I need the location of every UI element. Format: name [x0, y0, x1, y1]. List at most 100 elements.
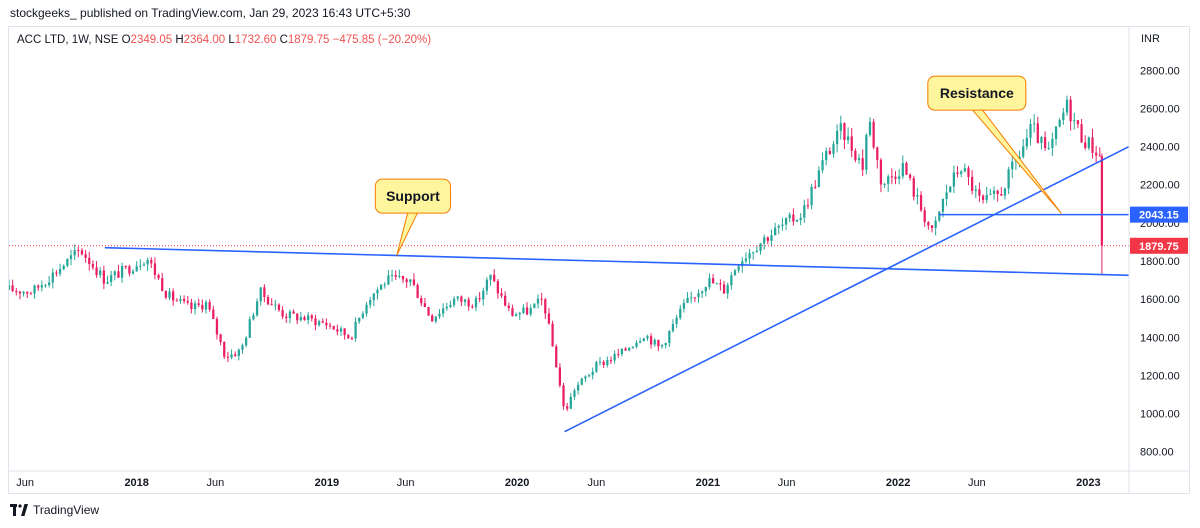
candle-body: [657, 339, 660, 347]
candle-body: [328, 325, 332, 327]
candle-body: [230, 354, 233, 358]
tradingview-logo-icon: [10, 504, 28, 516]
candle-body: [967, 168, 970, 177]
candle-body: [598, 361, 602, 363]
time-tick-label: Jun: [968, 477, 986, 489]
legend-part: ACC LTD, 1W, NSE: [17, 34, 122, 46]
candle-body: [390, 274, 394, 276]
candle-body: [974, 189, 977, 191]
candle-body: [1084, 142, 1087, 149]
candle-body: [1022, 146, 1025, 157]
price-tick-label: 1000.00: [1140, 409, 1180, 421]
candle-body: [876, 147, 879, 160]
price-tick-label: 2600.00: [1140, 103, 1180, 115]
current-price-badge-bg: [1130, 237, 1188, 254]
candle-body: [234, 354, 237, 356]
candle-body: [460, 296, 463, 302]
candle-body: [58, 269, 62, 274]
candle-body: [208, 302, 211, 310]
candle-body: [387, 275, 390, 285]
candle-body: [383, 284, 386, 286]
candle-body: [219, 334, 222, 343]
candle-body: [970, 176, 974, 191]
candle-body: [456, 296, 459, 299]
candle-body: [763, 237, 766, 244]
candle-body: [711, 278, 715, 284]
candle-body: [613, 353, 616, 361]
candle-body: [226, 356, 230, 358]
time-tick-label: Jun: [778, 477, 796, 489]
candle-body: [427, 307, 430, 316]
candle-body: [120, 266, 124, 278]
candle-body: [660, 345, 664, 347]
candle-body: [1036, 123, 1039, 143]
candle-body: [1095, 152, 1098, 156]
candle-body: [179, 299, 182, 301]
candle-body: [11, 285, 14, 292]
candle-body: [960, 171, 963, 174]
candle-body: [55, 272, 58, 274]
candle-body: [547, 313, 551, 324]
candle-body: [566, 406, 569, 409]
candle-body: [339, 328, 343, 332]
callout-box: [374, 178, 452, 214]
candle-body: [591, 371, 594, 376]
candle-body: [1058, 119, 1061, 127]
candle-body: [609, 360, 613, 362]
candle-body: [949, 186, 952, 193]
price-tick-label: 1600.00: [1140, 294, 1180, 306]
candle-body: [212, 309, 215, 319]
time-tick-label: 2021: [696, 477, 720, 489]
candlestick-chart[interactable]: Support Resistance 2800.00 2600.00 2400.00 2…: [9, 27, 1189, 493]
candle-body: [624, 348, 627, 351]
candle-body: [84, 254, 87, 258]
candle-body: [1029, 124, 1032, 138]
candle-body: [679, 308, 682, 318]
callout-pointer: [396, 211, 419, 256]
candle-body: [799, 217, 802, 220]
candle-body: [573, 390, 576, 397]
candle-body: [504, 295, 507, 306]
candle-body: [941, 198, 945, 212]
candle-body: [379, 284, 383, 290]
candle-body: [580, 378, 583, 385]
callout-text: Resistance: [940, 85, 1014, 101]
support-trendline: [104, 246, 1130, 277]
candle-body: [701, 291, 704, 294]
candle-body: [978, 189, 981, 196]
candle-body: [934, 220, 937, 229]
candle-body: [336, 329, 339, 332]
candle-body: [33, 285, 36, 294]
callout-resistance: Resistance: [927, 75, 1062, 214]
candle-body: [442, 308, 445, 314]
candle-body: [992, 190, 996, 194]
legend-part: 1732.60: [235, 34, 280, 46]
candle-body: [241, 345, 244, 350]
time-tick-label: Jun: [587, 477, 605, 489]
candle-body: [409, 279, 412, 283]
candle-body: [536, 298, 540, 304]
legend-part: L: [228, 34, 235, 46]
candle-body: [854, 150, 857, 161]
candle-body: [449, 304, 452, 307]
candle-body: [1087, 137, 1091, 149]
candle-body: [544, 299, 547, 314]
candle-body: [540, 298, 543, 300]
candles-layer: [9, 95, 1104, 412]
candle-body: [77, 250, 80, 252]
candle-body: [839, 123, 842, 131]
candle-body: [642, 338, 645, 342]
candle-body: [879, 159, 883, 185]
candle-body: [551, 323, 554, 347]
candle-body: [1033, 123, 1036, 125]
candle-body: [467, 299, 470, 307]
candle-body: [558, 367, 562, 386]
candle-body: [653, 339, 656, 345]
candle-body: [423, 303, 427, 308]
candle-body: [649, 336, 653, 345]
candle-body: [182, 299, 186, 302]
candle-body: [722, 284, 726, 294]
legend-part: H: [175, 34, 183, 46]
candle-body: [602, 361, 605, 365]
candle-body: [930, 225, 934, 229]
